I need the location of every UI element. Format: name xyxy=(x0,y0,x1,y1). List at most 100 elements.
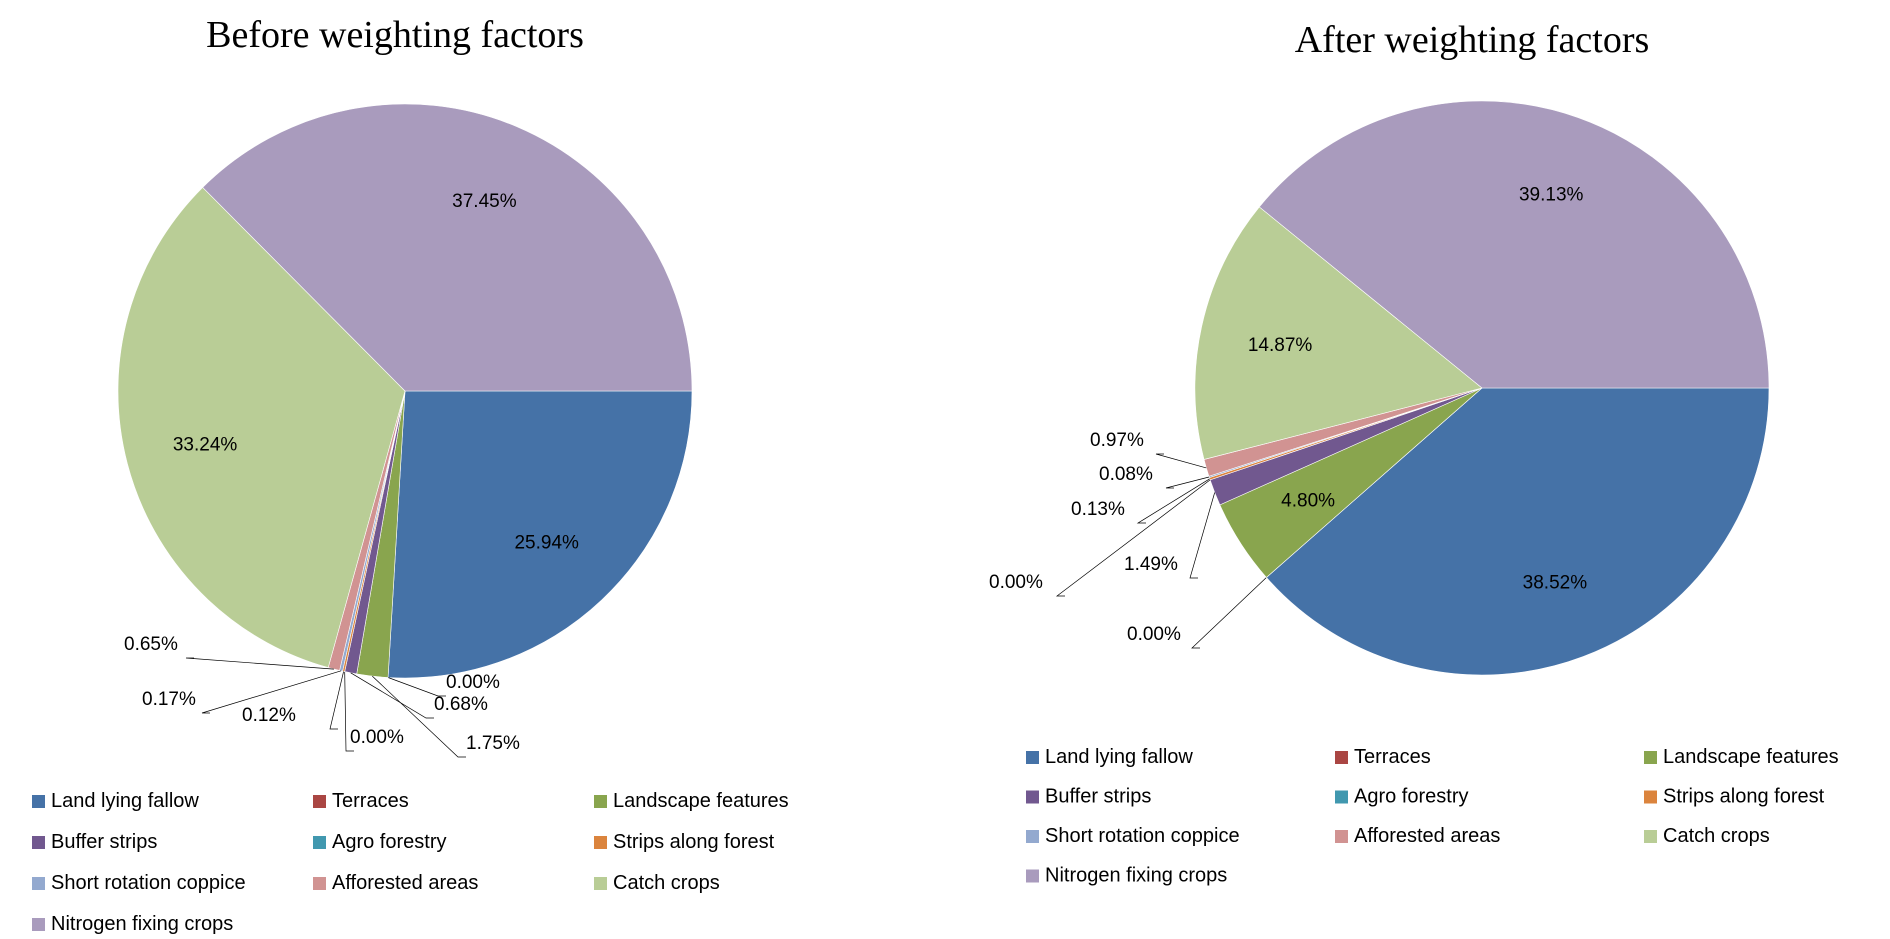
legend-swatch xyxy=(32,918,45,931)
data-label-catch-crops: 14.87% xyxy=(1248,335,1313,356)
leader-line-buffer-strips xyxy=(350,672,434,719)
legend-swatch xyxy=(1335,830,1348,843)
legend-label: Catch crops xyxy=(1663,825,1770,847)
legend-item-buffer-strips: Buffer strips xyxy=(1026,786,1151,808)
legend-item-land-lying-fallow: Land lying fallow xyxy=(32,790,199,812)
legend-item-buffer-strips: Buffer strips xyxy=(32,831,157,853)
legend-swatch xyxy=(32,795,45,808)
data-label-strips-along-forest: 0.13% xyxy=(1071,499,1125,520)
legend-label: Afforested areas xyxy=(1354,825,1500,847)
legend-label: Afforested areas xyxy=(332,872,478,894)
legend-label: Land lying fallow xyxy=(1045,746,1193,768)
legend-item-short-rotation-coppice: Short rotation coppice xyxy=(1026,825,1240,847)
leader-line-agro-forestry xyxy=(1055,479,1211,597)
legend-swatch xyxy=(32,836,45,849)
data-label-nitrogen-fixing-crops: 37.45% xyxy=(452,191,517,212)
legend-item-landscape-features: Landscape features xyxy=(1644,746,1839,768)
legend-swatch xyxy=(1026,869,1039,883)
legend-swatch xyxy=(313,795,326,808)
legend-swatch xyxy=(1026,830,1039,843)
leader-line-agro-forestry xyxy=(344,671,354,752)
pie-slice-catch-crops xyxy=(1194,206,1483,460)
data-label-land-lying-fallow: 38.52% xyxy=(1523,572,1588,593)
leader-line-afforested-areas xyxy=(185,657,334,670)
legend-before: Land lying fallow Terraces Landscape featu… xyxy=(32,790,789,935)
legend-label: Short rotation coppice xyxy=(1045,825,1240,847)
legend-swatch xyxy=(1026,790,1039,804)
legend-label: Landscape features xyxy=(613,790,789,812)
legend-swatch xyxy=(313,877,326,890)
legend-after: Land lying fallow Terraces Landscape featu… xyxy=(1026,746,1839,887)
legend-swatch xyxy=(594,836,607,849)
leader-line-short-rotation-coppice xyxy=(1165,476,1210,489)
leader-line-short-rotation-coppice xyxy=(201,670,342,714)
legend-swatch xyxy=(32,877,45,890)
data-label-agro-forestry: 0.00% xyxy=(989,572,1043,593)
legend-item-afforested-areas: Afforested areas xyxy=(313,872,478,894)
legend-item-agro-forestry: Agro forestry xyxy=(1335,786,1468,808)
data-label-nitrogen-fixing-crops: 39.13% xyxy=(1519,184,1584,205)
legend-item-catch-crops: Catch crops xyxy=(594,872,720,894)
data-label-afforested-areas: 0.65% xyxy=(124,634,178,655)
legend-label: Land lying fallow xyxy=(51,790,199,812)
pie-slice-nitrogen-fixing-crops xyxy=(1258,100,1770,389)
legend-swatch xyxy=(1026,751,1039,764)
data-label-short-rotation-coppice: 0.08% xyxy=(1099,464,1153,485)
pie-chart-after: 38.52% 0.00% 4.80% 1.49% 0.00% 0.13% 0.08% 0.97… xyxy=(989,100,1770,676)
chart-title-before: Before weighting factors xyxy=(206,14,584,56)
legend-label: Terraces xyxy=(1354,746,1431,768)
data-label-buffer-strips: 0.68% xyxy=(434,694,488,715)
legend-label: Strips along forest xyxy=(1663,786,1825,808)
legend-item-afforested-areas: Afforested areas xyxy=(1335,825,1500,847)
legend-label: Buffer strips xyxy=(1045,786,1151,808)
legend-label: Catch crops xyxy=(613,872,720,894)
legend-swatch xyxy=(1644,751,1657,764)
leader-line-terraces xyxy=(1191,577,1267,649)
pie-slice-nitrogen-fixing-crops xyxy=(202,103,693,392)
legend-label: Agro forestry xyxy=(332,831,446,853)
data-label-agro-forestry: 0.00% xyxy=(350,727,404,748)
legend-item-short-rotation-coppice: Short rotation coppice xyxy=(32,872,246,894)
legend-item-nitrogen-fixing-crops: Nitrogen fixing crops xyxy=(1026,865,1227,887)
leader-line-buffer-strips xyxy=(1189,492,1216,579)
leader-line-strips-along-forest xyxy=(329,671,344,730)
data-label-landscape-features: 4.80% xyxy=(1281,491,1335,512)
legend-label: Landscape features xyxy=(1663,746,1839,768)
leader-line-terraces xyxy=(387,677,446,697)
data-label-catch-crops: 33.24% xyxy=(173,434,238,455)
legend-swatch xyxy=(594,795,607,808)
legend-swatch xyxy=(594,877,607,890)
legend-swatch xyxy=(1644,790,1657,804)
legend-label: Strips along forest xyxy=(613,831,775,853)
data-label-landscape-features: 1.75% xyxy=(466,733,520,754)
leader-line-strips-along-forest xyxy=(1136,478,1210,524)
legend-label: Buffer strips xyxy=(51,831,157,853)
data-label-land-lying-fallow: 25.94% xyxy=(514,532,579,553)
data-label-buffer-strips: 1.49% xyxy=(1124,554,1178,575)
data-label-terraces: 0.00% xyxy=(446,672,500,693)
pie-slice-land-lying-fallow xyxy=(1266,387,1770,676)
legend-label: Nitrogen fixing crops xyxy=(51,913,233,935)
pie-chart-before: 25.94%0.00%1.75%0.68%0.00%0.12%0.17%0.65… xyxy=(117,103,693,758)
pie-slice-catch-crops xyxy=(117,186,406,668)
legend-swatch xyxy=(313,836,326,849)
data-label-strips-along-forest: 0.12% xyxy=(242,705,296,726)
legend-item-land-lying-fallow: Land lying fallow xyxy=(1026,746,1193,768)
legend-label: Terraces xyxy=(332,790,409,812)
legend-label: Short rotation coppice xyxy=(51,872,246,894)
legend-label: Agro forestry xyxy=(1354,786,1468,808)
legend-item-strips-along-forest: Strips along forest xyxy=(1644,786,1825,808)
legend-swatch xyxy=(1335,751,1348,764)
legend-item-catch-crops: Catch crops xyxy=(1644,825,1770,847)
legend-item-nitrogen-fixing-crops: Nitrogen fixing crops xyxy=(32,913,233,935)
legend-item-terraces: Terraces xyxy=(1335,746,1431,768)
legend-swatch xyxy=(1335,790,1348,804)
legend-swatch xyxy=(1644,830,1657,843)
legend-item-terraces: Terraces xyxy=(313,790,409,812)
leader-line-afforested-areas xyxy=(1155,453,1207,469)
pie-slice-land-lying-fallow xyxy=(387,390,693,679)
legend-label: Nitrogen fixing crops xyxy=(1045,865,1227,887)
data-label-terraces: 0.00% xyxy=(1127,624,1181,645)
legend-item-agro-forestry: Agro forestry xyxy=(313,831,446,853)
